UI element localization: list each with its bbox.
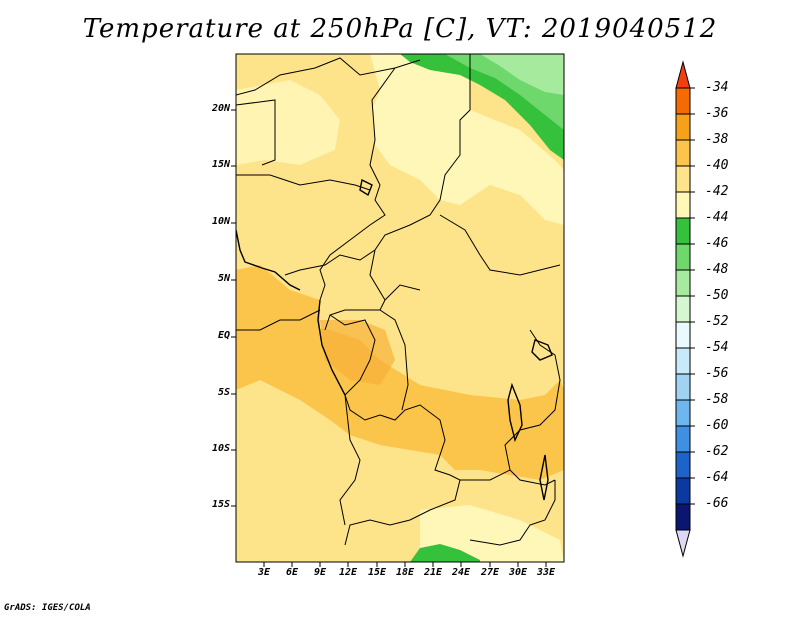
colorbar-label: -66: [705, 496, 729, 511]
colorbar-swatch: [675, 113, 691, 141]
lon-label-6e: 6E: [285, 567, 299, 578]
lat-label-eq: EQ: [217, 330, 230, 341]
colorbar-label: -62: [705, 444, 729, 459]
field-orange-center: [320, 320, 395, 385]
colorbar-label: -38: [705, 132, 729, 147]
map-title: Temperature at 250hPa [C], VT: 201904051…: [82, 14, 718, 44]
colorbar-label: -58: [705, 392, 729, 407]
colorbar-label: -60: [705, 418, 729, 433]
colorbar-swatch: [675, 295, 691, 323]
field-green-south: [410, 544, 480, 562]
map-frame: [235, 53, 565, 563]
lon-label-24e: 24E: [451, 567, 471, 578]
field-green-light: [480, 54, 564, 95]
lake-tanganyika: [507, 382, 523, 443]
grads-credit: GrADS: IGES/COLA: [4, 603, 91, 613]
colorbar-swatch: [675, 399, 691, 427]
colorbar-swatch: [675, 477, 691, 505]
border-lines: [236, 54, 561, 546]
colorbar-top-arrow: [675, 60, 691, 89]
colorbar-swatch: [675, 217, 691, 245]
colorbar-swatch: [675, 373, 691, 401]
colorbar-label: -52: [705, 314, 729, 329]
colorbar-label: -56: [705, 366, 729, 381]
colorbar-swatch: [675, 425, 691, 453]
colorbar-bottom-arrow: [675, 529, 691, 558]
lat-label-10s: 10S: [211, 443, 230, 454]
colorbar-swatch: [675, 191, 691, 219]
colorbar-swatch: [675, 451, 691, 479]
colorbar-label: -34: [705, 80, 729, 95]
lat-label-5s: 5S: [217, 387, 230, 398]
colorbar-swatch: [675, 321, 691, 349]
lon-label-27e: 27E: [480, 567, 500, 578]
field-orange-band: [236, 325, 564, 480]
lake-victoria: [531, 339, 553, 361]
lat-label-15n: 15N: [211, 159, 230, 170]
lat-label-15s: 15S: [211, 499, 230, 510]
field-pale-south: [420, 505, 564, 562]
field-pale-north: [370, 54, 564, 225]
colorbar-label: -42: [705, 184, 729, 199]
colorbar-swatch: [675, 269, 691, 297]
colorbar-swatch: [675, 87, 691, 115]
lon-label-9e: 9E: [313, 567, 327, 578]
colorbar-swatch: [675, 139, 691, 167]
lon-label-18e: 18E: [395, 567, 415, 578]
lon-label-3e: 3E: [257, 567, 271, 578]
colorbar-label: -48: [705, 262, 729, 277]
lon-label-12e: 12E: [338, 567, 358, 578]
colorbar-label: -54: [705, 340, 729, 355]
lon-label-33e: 33E: [536, 567, 556, 578]
lake-chad: [359, 178, 373, 197]
colorbar-label: -50: [705, 288, 729, 303]
colorbar-swatch: [675, 347, 691, 375]
colorbar-label: -36: [705, 106, 729, 121]
lon-label-15e: 15E: [367, 567, 387, 578]
lat-label-20n: 20N: [211, 103, 230, 114]
lon-label-21e: 21E: [423, 567, 443, 578]
colorbar-swatch: [675, 165, 691, 193]
colorbar-label: -46: [705, 236, 729, 251]
lake-malawi: [539, 454, 549, 501]
coastline-west: [236, 229, 346, 396]
colorbar-label: -44: [705, 210, 729, 225]
lat-label-10n: 10N: [211, 216, 230, 227]
colorbar-label: -40: [705, 158, 729, 173]
colorbar-swatch: [675, 503, 691, 531]
lat-label-5n: 5N: [217, 273, 230, 284]
lon-label-30e: 30E: [508, 567, 528, 578]
colorbar-label: -64: [705, 470, 729, 485]
colorbar-swatch: [675, 243, 691, 271]
